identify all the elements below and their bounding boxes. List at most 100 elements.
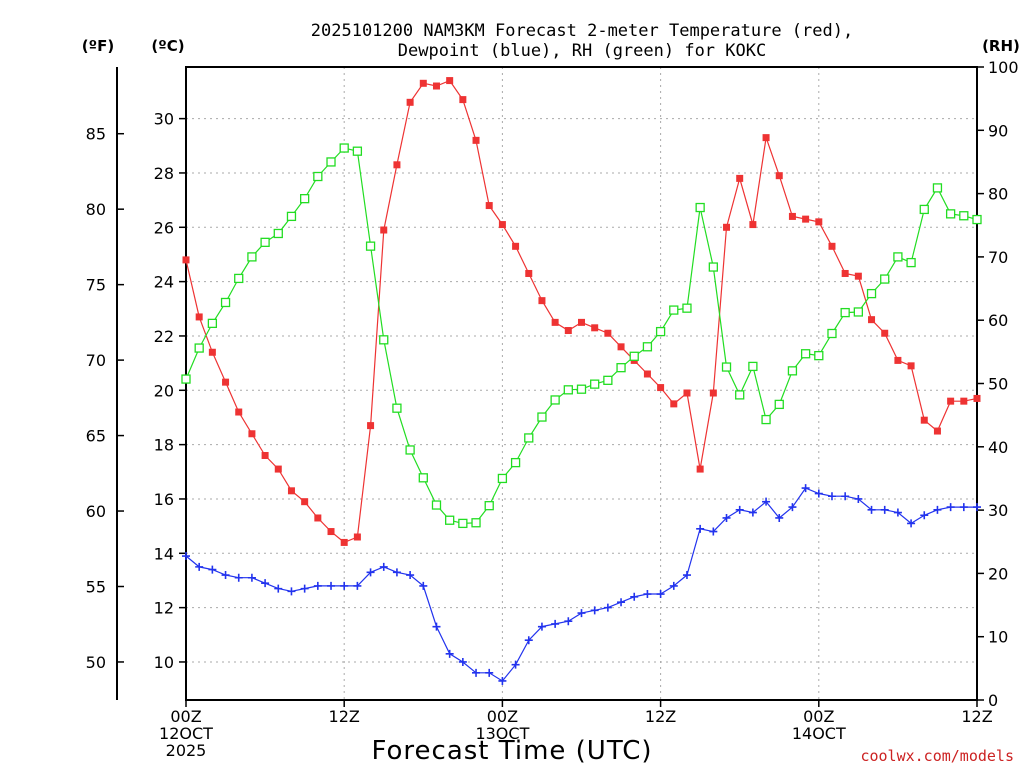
time-tick-label: 00Z [487, 707, 518, 726]
chart-title-line-1: 2025101200 NAM3KM Forecast 2-meter Tempe… [311, 21, 853, 41]
rh-point [207, 318, 218, 329]
dewpoint-point [696, 524, 705, 533]
celsius-tick-label: 28 [154, 164, 174, 183]
dewpoint-point [630, 592, 639, 601]
temperature-point [723, 223, 731, 231]
rh-point [392, 403, 402, 413]
temperature-point [604, 329, 612, 337]
rh-tick-label: 40 [988, 438, 1008, 457]
dewpoint-point [656, 590, 665, 599]
rh-point [774, 399, 784, 410]
temperature-point [446, 77, 454, 85]
rh-point [181, 374, 191, 384]
dewpoint-point [445, 649, 454, 658]
dewpoint-point [524, 636, 533, 645]
celsius-tick-label: 16 [154, 490, 174, 509]
rh-tick-label: 0 [988, 691, 998, 710]
rh-point [418, 473, 428, 483]
temperature-point [393, 161, 401, 169]
rh-tick-label: 70 [988, 248, 1008, 267]
rh-point [880, 274, 890, 284]
rh-tick-label: 20 [988, 564, 1008, 583]
fahrenheit-tick-label: 75 [86, 276, 106, 295]
celsius-axis: 10 12 14 16 18 20 22 24 26 28 30 [154, 110, 186, 672]
temperature-point [525, 269, 533, 277]
rh-point [787, 366, 798, 376]
rh-point [299, 194, 310, 204]
fahrenheit-tick-label: 85 [86, 125, 106, 144]
temperature-point [419, 79, 427, 87]
dewpoint-point [366, 568, 375, 577]
rh-point [537, 412, 547, 422]
temperature-point [960, 397, 968, 405]
dewpoint-point [933, 505, 942, 514]
series-temperature [182, 77, 981, 546]
dewpoint-point [669, 581, 678, 590]
temperature-point [512, 242, 520, 250]
celsius-tick-label: 20 [154, 381, 174, 400]
dewpoint-point [353, 581, 362, 590]
rh-point [616, 363, 626, 373]
dewpoint-point [590, 606, 599, 615]
temperature-point [683, 389, 691, 397]
rh-axis: 0 10 20 30 40 50 60 70 80 90 100 [977, 58, 1019, 710]
temperature-point [920, 416, 928, 424]
x-axis-label: Forecast Time (UTC) [371, 736, 652, 766]
temperature-point [472, 136, 480, 144]
dewpoint-point [643, 590, 652, 599]
temperature-point [459, 96, 467, 104]
rh-point [431, 500, 442, 510]
dewpoint-point [327, 581, 336, 590]
rh-point [932, 183, 943, 193]
dewpoint-point [458, 657, 467, 666]
dewpoint-point [340, 581, 349, 590]
dewpoint-point [551, 619, 560, 628]
dewpoint-point [907, 519, 916, 528]
rh-point [313, 171, 323, 182]
dewpoint-point [182, 552, 190, 561]
temperature-point [564, 327, 572, 335]
temperature-point [591, 324, 599, 332]
rh-point [840, 307, 850, 318]
rh-point [510, 457, 521, 468]
temperature-point [762, 134, 770, 142]
temperature-point [894, 356, 902, 364]
dewpoint-point [880, 505, 889, 514]
dewpoint-point [814, 489, 823, 498]
temperature-point [485, 202, 493, 210]
dewpoint-point [867, 505, 876, 514]
temperature-point [643, 370, 651, 378]
fahrenheit-tick-label: 60 [86, 502, 106, 521]
temperature-point [367, 422, 375, 430]
rh-point [959, 211, 969, 221]
dewpoint-point [577, 609, 586, 618]
dewpoint-point [603, 603, 612, 612]
temperature-point [380, 226, 388, 234]
celsius-tick-label: 22 [154, 327, 174, 346]
celsius-tick-label: 12 [154, 599, 174, 618]
temperature-point [274, 465, 282, 473]
fahrenheit-unit-label: (ºF) [82, 37, 114, 55]
dewpoint-point [748, 508, 757, 517]
time-tick-label: 2025 [166, 741, 207, 760]
temperature-point [340, 538, 348, 546]
temperature-point [182, 256, 190, 264]
series-layer [181, 77, 982, 685]
rh-point [721, 362, 732, 372]
celsius-tick-label: 10 [154, 653, 174, 672]
temperature-point [248, 430, 256, 438]
temperature-point [222, 378, 230, 386]
time-tick-label: 00Z [170, 707, 201, 726]
dewpoint-point [511, 660, 520, 669]
fahrenheit-tick-label: 55 [86, 578, 106, 597]
rh-point [497, 473, 508, 484]
dewpoint-point [709, 527, 718, 536]
celsius-tick-label: 18 [154, 436, 174, 455]
credit-label: coolwx.com/models [860, 747, 1014, 765]
temperature-point [208, 348, 216, 356]
temperature-point [933, 427, 941, 435]
rh-point [405, 445, 415, 455]
rh-tick-label: 30 [988, 501, 1008, 520]
rh-point [945, 209, 956, 219]
